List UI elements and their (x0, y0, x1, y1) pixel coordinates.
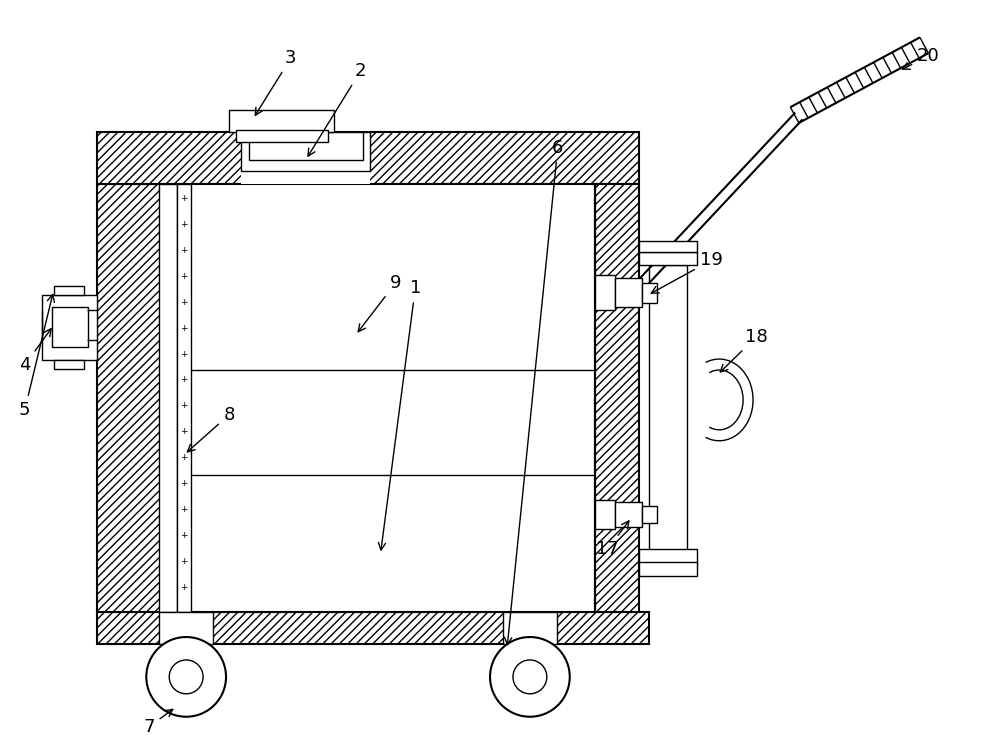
Text: +: + (180, 479, 188, 488)
Text: +: + (180, 453, 188, 462)
Text: +: + (180, 401, 188, 410)
Circle shape (169, 660, 203, 694)
Text: 20: 20 (902, 47, 940, 69)
Bar (229, 110, 334, 132)
Circle shape (146, 637, 226, 717)
Bar (595, 500, 615, 530)
Text: +: + (180, 246, 188, 255)
Bar (241, 132, 370, 171)
Bar (642, 284, 657, 303)
Text: +: + (180, 298, 188, 307)
Bar (649, 266, 687, 554)
Text: 18: 18 (720, 328, 767, 372)
Bar (96, 612, 649, 644)
Bar (639, 549, 697, 564)
Text: 1: 1 (378, 279, 421, 550)
Circle shape (513, 660, 547, 694)
Text: 2: 2 (308, 62, 366, 156)
Text: +: + (180, 583, 188, 592)
Text: 3: 3 (255, 50, 297, 116)
Text: 4: 4 (19, 328, 51, 374)
Bar (639, 253, 697, 266)
Bar (159, 612, 213, 644)
Text: 7: 7 (144, 710, 173, 736)
Text: +: + (180, 324, 188, 333)
Bar (52, 308, 88, 347)
Bar (96, 132, 639, 184)
Text: +: + (180, 272, 188, 280)
Text: +: + (180, 531, 188, 540)
Bar (642, 506, 657, 524)
Bar (639, 241, 697, 253)
Text: +: + (180, 220, 188, 229)
Text: 17: 17 (596, 521, 629, 558)
Text: +: + (180, 505, 188, 514)
Text: +: + (180, 376, 188, 385)
Polygon shape (595, 184, 639, 612)
Text: +: + (180, 350, 188, 358)
Text: 6: 6 (505, 139, 563, 645)
Bar (177, 184, 191, 612)
Bar (249, 132, 363, 160)
Bar (236, 130, 328, 142)
Bar (54, 286, 84, 296)
Text: +: + (180, 556, 188, 566)
Bar (503, 612, 557, 644)
Bar (241, 132, 370, 184)
Text: 5: 5 (19, 295, 54, 418)
Text: 9: 9 (358, 274, 401, 332)
Bar (595, 275, 615, 310)
Bar (42, 296, 96, 360)
Bar (159, 184, 177, 612)
Bar (639, 562, 697, 576)
Circle shape (490, 637, 570, 717)
Text: +: + (180, 427, 188, 436)
Bar (615, 278, 642, 308)
Text: 8: 8 (187, 406, 235, 451)
Bar (615, 502, 642, 527)
Bar (96, 184, 161, 612)
Bar (54, 360, 84, 369)
Bar (161, 184, 595, 612)
Text: +: + (180, 194, 188, 203)
Text: 19: 19 (651, 251, 723, 293)
